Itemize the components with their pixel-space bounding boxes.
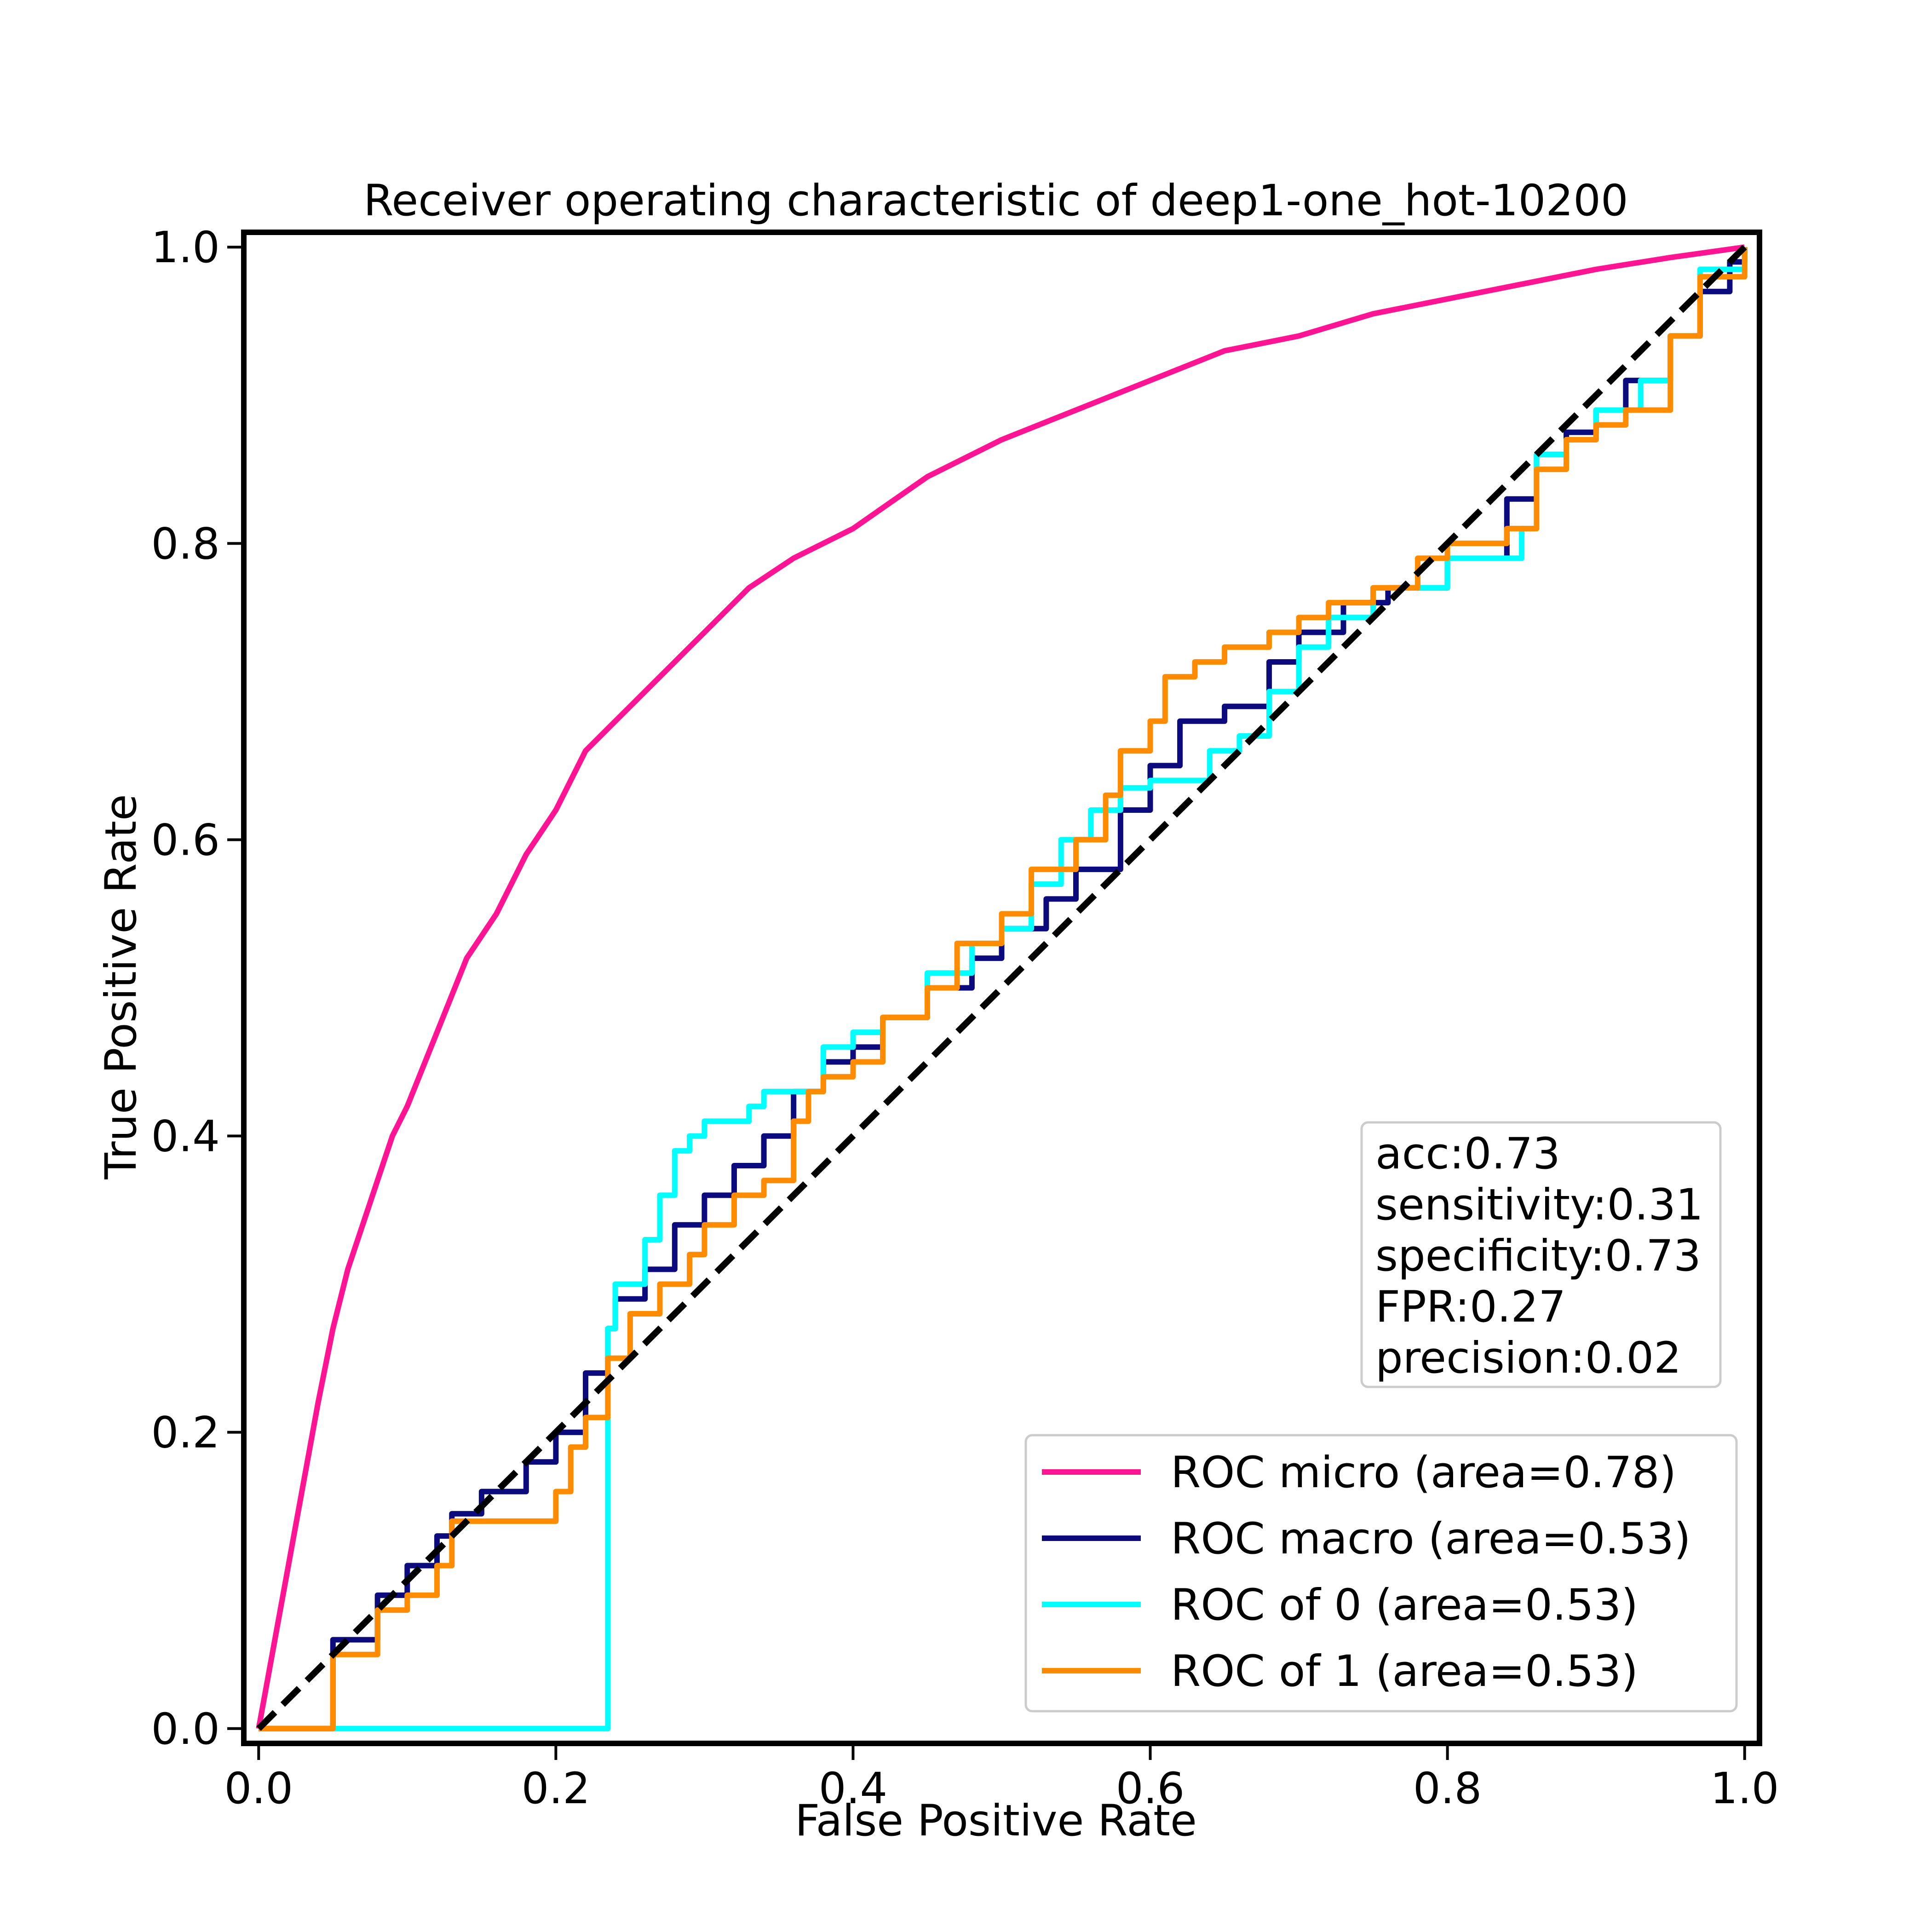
y-axis-label: True Positive Rate	[96, 794, 146, 1179]
y-tick-label: 0.2	[151, 1408, 220, 1458]
y-tick-label: 0.4	[151, 1112, 220, 1162]
x-tick-label: 0.2	[522, 1764, 591, 1814]
axis-ticks: 0.0 0.2 0.4 0.6 0.8 1.0 0.0 0.2 0.4 0.6 0.8 1.0	[151, 223, 1779, 1814]
metrics-annotation: acc:0.73sensitivity:0.31specificity:0.73…	[1360, 1121, 1722, 1388]
legend-label: ROC of 1 (area=0.53)	[1171, 1646, 1638, 1696]
series-line-3	[259, 247, 1748, 1731]
legend-label: ROC of 0 (area=0.53)	[1171, 1580, 1638, 1630]
plot-lines	[256, 244, 1748, 1731]
series-line-0	[256, 244, 1745, 1729]
y-tick-label: 0.0	[151, 1704, 220, 1754]
y-tick-label: 0.8	[151, 519, 220, 569]
metric-line: acc:0.73	[1375, 1129, 1560, 1179]
metric-line: specificity:0.73	[1375, 1231, 1701, 1281]
y-tick-label: 1.0	[151, 223, 220, 273]
chance-diagonal-line	[256, 245, 1747, 1731]
metric-line: precision:0.02	[1375, 1333, 1681, 1383]
x-tick-label: 1.0	[1710, 1764, 1779, 1814]
x-tick-label: 0.6	[1116, 1764, 1185, 1814]
x-tick-label: 0.0	[224, 1764, 293, 1814]
x-axis-label: False Positive Rate	[795, 1796, 1197, 1846]
x-tick-label: 0.4	[819, 1764, 888, 1814]
x-tick-label: 0.8	[1413, 1764, 1482, 1814]
metric-line: FPR:0.27	[1375, 1282, 1566, 1332]
legend: ROC micro (area=0.78) ROC macro (area=0.5…	[1024, 1434, 1738, 1713]
legend-label: ROC macro (area=0.53)	[1171, 1514, 1691, 1564]
chart-title: Receiver operating characteristic of dee…	[363, 176, 1628, 226]
plot-frame	[241, 230, 1762, 1746]
metric-line: sensitivity:0.31	[1375, 1180, 1703, 1230]
legend-label: ROC micro (area=0.78)	[1171, 1448, 1676, 1498]
metrics-box	[1360, 1121, 1722, 1388]
legend-box	[1024, 1434, 1738, 1713]
y-tick-label: 0.6	[151, 815, 220, 865]
